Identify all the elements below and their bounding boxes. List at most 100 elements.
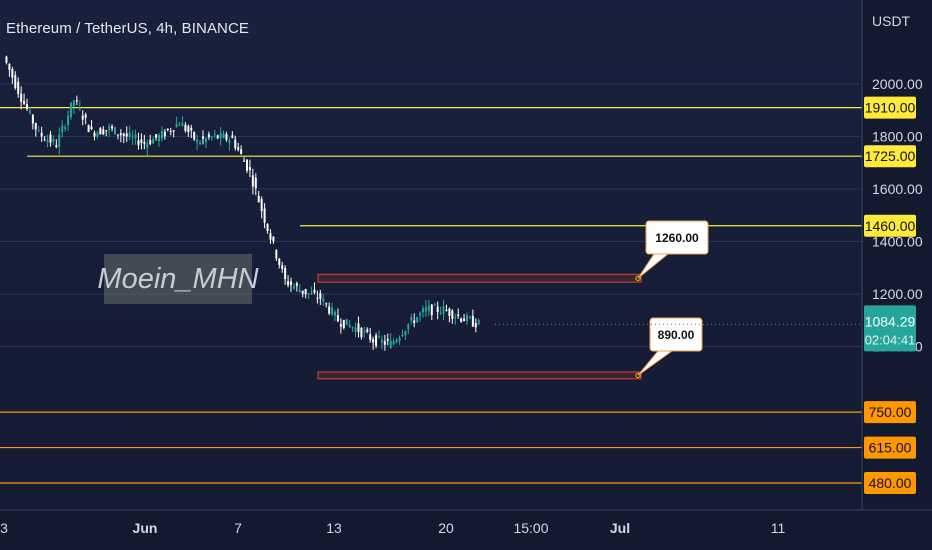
callout-box	[645, 220, 709, 255]
candle-body	[128, 132, 131, 137]
candle-body	[383, 341, 386, 345]
candle-body	[278, 258, 281, 266]
chart-title: Ethereum / TetherUS, 4h, BINANCE	[6, 20, 250, 37]
candle-body	[316, 297, 319, 299]
candle-body	[292, 286, 295, 289]
candle-body	[64, 127, 67, 129]
candle-body	[372, 339, 375, 343]
candle-body	[342, 319, 345, 329]
candle-body	[40, 132, 43, 137]
candle-body	[108, 126, 111, 130]
candle-body	[295, 283, 298, 286]
candle-body	[99, 128, 102, 135]
candle-body	[463, 318, 466, 322]
candle-body	[260, 198, 263, 211]
candle-body	[219, 132, 222, 139]
level-badge-label: 1725.00	[865, 148, 916, 164]
candle-body	[225, 133, 228, 140]
candle-body	[116, 134, 119, 136]
y-tick-label: 1600.00	[872, 181, 923, 197]
candle-body	[199, 142, 202, 145]
callout-box	[649, 317, 703, 352]
candle-body	[14, 75, 17, 89]
candle-body	[290, 281, 292, 286]
candle-body	[328, 306, 331, 314]
candle-body	[331, 307, 334, 315]
y-tick-label: 1400.00	[872, 234, 923, 250]
candle-body	[61, 125, 64, 133]
candle-body	[284, 268, 287, 280]
candle-body	[357, 323, 360, 333]
candle-body	[158, 134, 160, 142]
level-badge-label: 615.00	[869, 440, 912, 456]
candle-body	[354, 327, 357, 332]
candle-body	[439, 312, 442, 314]
candle-body	[222, 133, 225, 138]
candle-body	[375, 335, 378, 346]
candle-body	[34, 123, 37, 130]
candle-body	[369, 334, 372, 341]
candle-body	[149, 140, 152, 145]
candle-body	[55, 145, 58, 148]
candle-body	[401, 334, 404, 336]
candle-body	[228, 140, 231, 143]
candle-body	[378, 336, 380, 338]
candle-body	[72, 100, 75, 107]
y-tick-label: 2000.00	[872, 76, 923, 92]
candle-body	[81, 115, 84, 120]
callout-pointer	[637, 253, 670, 279]
candle-body	[137, 140, 140, 146]
candle-body	[257, 195, 260, 203]
candle-body	[339, 324, 342, 327]
candle-body	[298, 290, 301, 293]
candle-body	[322, 298, 325, 302]
candle-body	[410, 317, 413, 321]
candle-body	[102, 129, 105, 135]
candle-body	[392, 341, 395, 345]
candle-body	[23, 101, 26, 104]
candle-body	[140, 139, 143, 144]
axis-unit-label: USDT	[872, 13, 911, 29]
candle-body	[351, 327, 354, 329]
watermark: Moein_MHN	[97, 254, 259, 304]
zone-anchor	[635, 275, 641, 281]
candle-body	[307, 293, 310, 295]
candle-body	[204, 138, 207, 143]
candle-body	[163, 131, 166, 137]
x-tick-label: 20	[438, 520, 454, 536]
candle-body	[380, 339, 383, 343]
candle-body	[146, 143, 149, 148]
candle-body	[105, 130, 108, 132]
candle-body	[366, 329, 369, 332]
candle-body	[427, 305, 430, 311]
candle-body	[166, 128, 169, 131]
candle-body	[345, 318, 348, 326]
candle-body	[96, 132, 99, 137]
y-tick-label: 1800.00	[872, 129, 923, 145]
candle-body	[325, 303, 328, 305]
callout-pointer	[637, 350, 674, 376]
candle-body	[468, 317, 471, 319]
candle-body	[413, 320, 416, 324]
candle-body	[187, 126, 190, 132]
candle-body	[266, 224, 269, 232]
candle-body	[210, 136, 213, 138]
level-badge	[864, 401, 916, 424]
candle-body	[246, 159, 248, 171]
candle-body	[471, 316, 474, 327]
level-badge	[864, 472, 916, 494]
candle-body	[160, 130, 163, 139]
candle-body	[263, 208, 266, 223]
candle-body	[363, 331, 366, 333]
candle-body	[287, 281, 290, 286]
candle-body	[430, 304, 433, 315]
candle-body	[5, 56, 8, 63]
level-badge-label: 480.00	[869, 475, 912, 491]
level-badge	[864, 436, 916, 459]
candle-body	[419, 312, 422, 316]
candle-body	[243, 160, 246, 162]
candle-body	[26, 104, 28, 109]
level-badge	[864, 214, 916, 237]
